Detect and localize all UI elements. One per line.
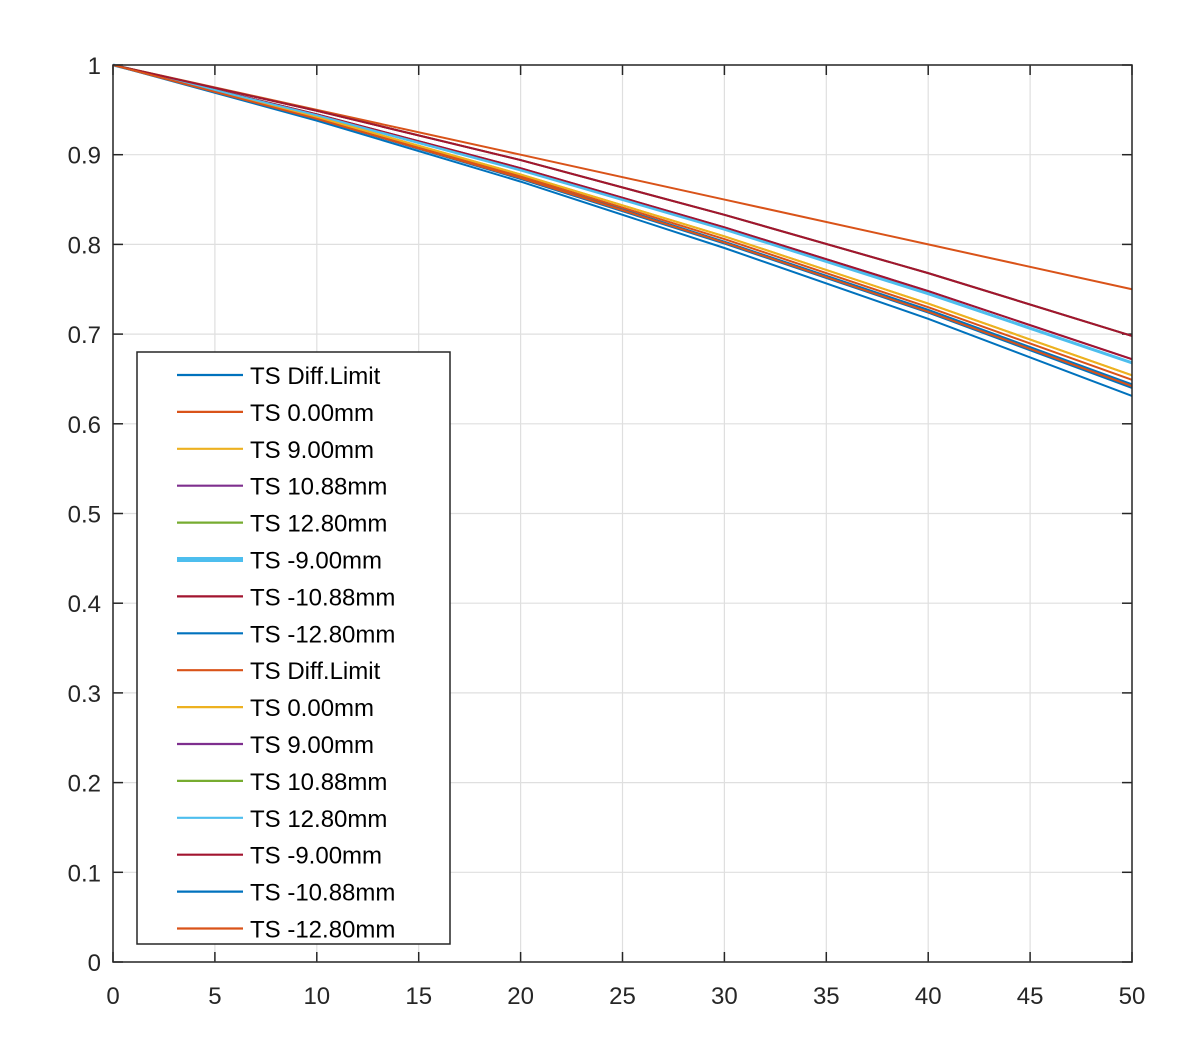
y-tick-label: 0.8 xyxy=(68,232,101,259)
series-lines xyxy=(112,63,1133,397)
axes-box xyxy=(112,64,1133,963)
x-tick-label: 5 xyxy=(208,983,221,1010)
legend-label: TS 9.00mm xyxy=(250,732,374,759)
legend-label: TS 10.88mm xyxy=(250,474,387,501)
legend-label: TS Diff.Limit xyxy=(250,658,381,685)
y-tick-label: 0.6 xyxy=(68,412,101,439)
legend-box xyxy=(136,351,451,945)
y-tick-label: 0.5 xyxy=(68,502,101,529)
legend-label: TS 12.80mm xyxy=(250,806,387,833)
legend-label: TS -9.00mm xyxy=(250,548,382,575)
legend-label: TS Diff.Limit xyxy=(250,363,381,390)
x-tick-label: 35 xyxy=(813,983,840,1010)
series-line xyxy=(112,64,1133,388)
legend-label: TS 12.80mm xyxy=(250,511,387,538)
legend-label: TS 9.00mm xyxy=(250,437,374,464)
series-line xyxy=(112,64,1133,397)
legend-label: TS -12.80mm xyxy=(250,917,395,944)
x-tick-label: 50 xyxy=(1119,983,1146,1010)
x-tick-label: 30 xyxy=(711,983,738,1010)
series-line xyxy=(112,64,1133,337)
x-tick-label: 25 xyxy=(609,983,636,1010)
y-tick-label: 1 xyxy=(88,53,101,80)
legend: TS Diff.Limit TS 0.00mm TS 9.00mm TS 10.88m… xyxy=(136,351,451,945)
legend-label: TS -10.88mm xyxy=(250,880,395,907)
legend-label: TS 0.00mm xyxy=(250,695,374,722)
legend-label: TS -12.80mm xyxy=(250,621,395,648)
y-tick-label: 0.3 xyxy=(68,681,101,708)
y-tick-label: 0.4 xyxy=(68,591,101,618)
legend-label: TS -10.88mm xyxy=(250,584,395,611)
legend-label: TS -9.00mm xyxy=(250,843,382,870)
y-tick-label: 0.1 xyxy=(68,860,101,887)
y-tick-label: 0.7 xyxy=(68,322,101,349)
x-tick-label: 10 xyxy=(303,983,330,1010)
x-tick-label: 0 xyxy=(106,983,119,1010)
x-tick-label: 15 xyxy=(405,983,432,1010)
legend-label: TS 10.88mm xyxy=(250,769,387,796)
tick-labels: 0 5 10 15 20 25 30 35 40 45 50 0 0.1 0.2 0.3 0.4 0.5 0.6 0… xyxy=(68,53,1146,1010)
y-tick-label: 0 xyxy=(88,950,101,977)
series-line xyxy=(112,64,1133,364)
x-tick-label: 45 xyxy=(1017,983,1044,1010)
y-tick-label: 0.9 xyxy=(68,143,101,170)
x-tick-label: 20 xyxy=(507,983,534,1010)
series-line xyxy=(112,64,1133,377)
y-tick-label: 0.2 xyxy=(68,771,101,798)
legend-label: TS 0.00mm xyxy=(250,400,374,427)
x-tick-label: 40 xyxy=(915,983,942,1010)
